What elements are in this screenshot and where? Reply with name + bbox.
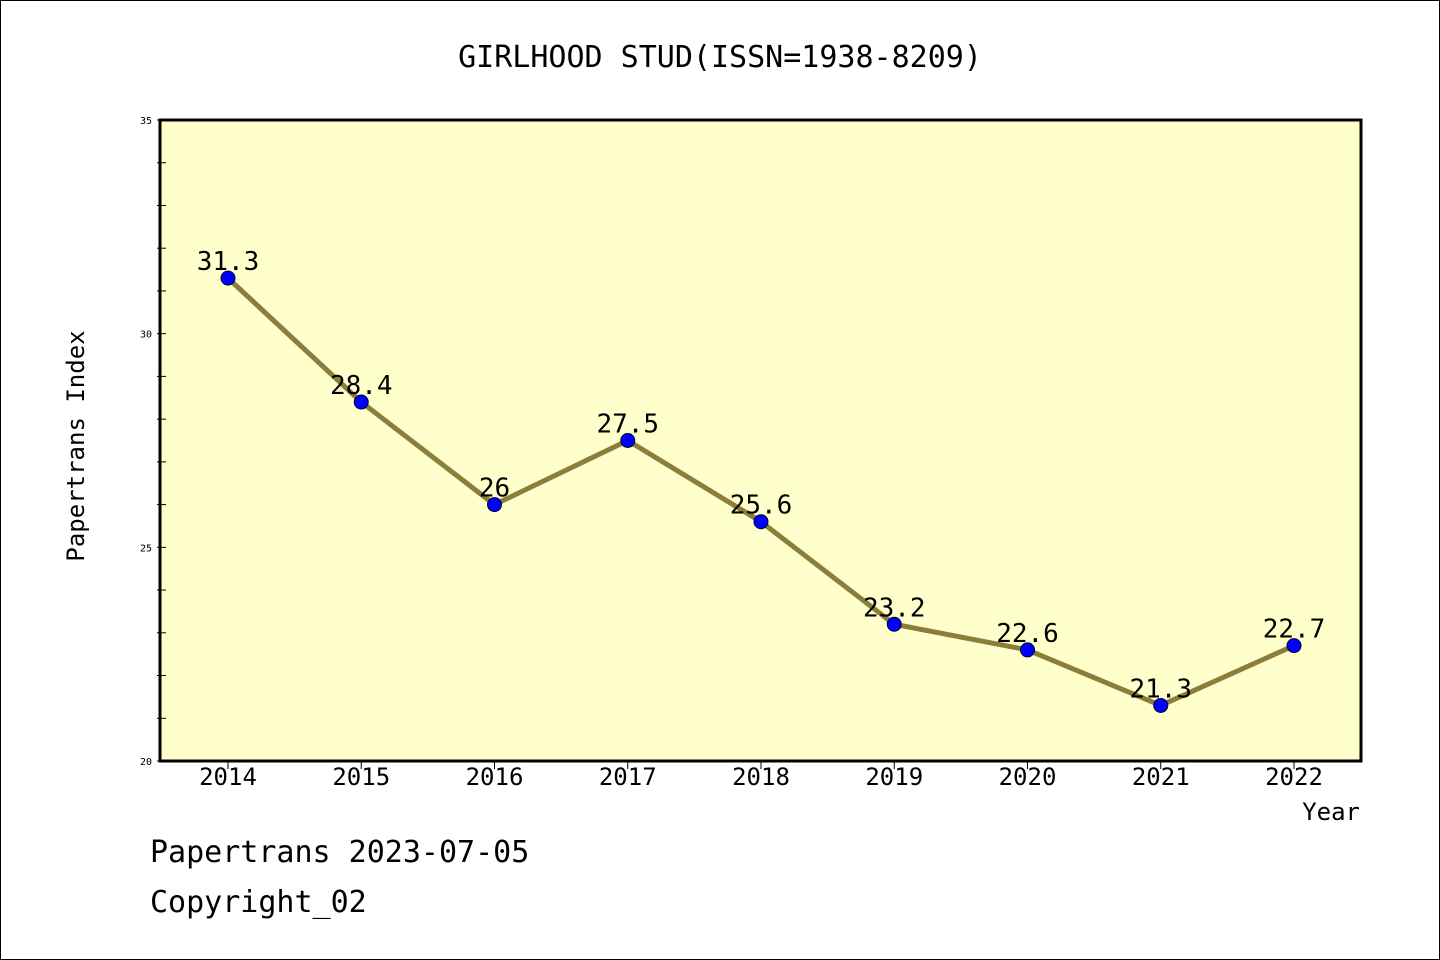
x-tick-label: 2019 [865,763,923,791]
chart-title: GIRLHOOD STUD(ISSN=1938-8209) [458,40,982,75]
x-tick-label: 2015 [332,763,390,791]
x-tick-label: 2018 [732,763,790,791]
x-tick-label: 2016 [466,763,524,791]
footer-copyright: Copyright_02 [150,885,367,920]
y-axis-label: Papertrans Index [62,330,90,561]
data-point [487,497,502,513]
y-tick-label: 25 [140,543,152,554]
data-label: 28.4 [330,371,393,401]
data-label: 22.7 [1263,615,1326,645]
x-tick-label: 2020 [999,763,1057,791]
data-point [753,514,769,530]
footer-date: Papertrans 2023-07-05 [150,835,530,870]
x-axis-label: Year [1302,798,1360,826]
y-tick-label: 30 [140,330,152,341]
data-label: 22.6 [996,619,1059,649]
data-point [620,433,636,448]
y-tick-label: 20 [140,757,152,768]
data-point [220,270,236,286]
data-point [886,616,902,632]
x-tick-label: 2017 [599,763,657,791]
data-point [1153,697,1169,713]
data-point [1286,638,1302,654]
plot-area [158,118,1363,763]
data-label: 25.6 [730,491,793,521]
x-tick-label: 2021 [1132,763,1190,791]
data-point [353,394,369,410]
data-label: 23.2 [863,593,926,623]
data-label: 26 [479,474,510,504]
data-point [1020,642,1035,658]
x-tick-label: 2014 [199,763,257,791]
data-label: 31.3 [197,247,260,277]
data-label: 21.3 [1129,674,1192,704]
x-tick-label: 2022 [1265,763,1323,791]
data-label: 27.5 [596,410,659,440]
y-tick-label: 35 [140,116,152,127]
